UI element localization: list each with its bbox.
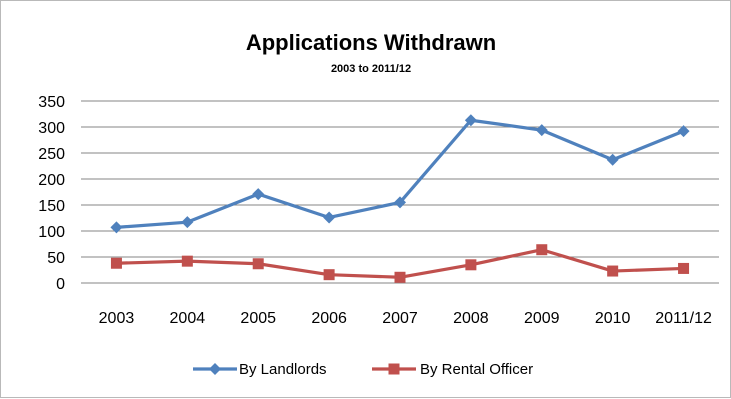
x-tick-label: 2005 <box>240 310 276 327</box>
chart-subtitle: 2003 to 2011/12 <box>331 63 411 75</box>
y-tick-label: 300 <box>38 120 65 137</box>
data-point <box>607 265 619 277</box>
data-point <box>323 269 335 281</box>
data-point <box>464 114 477 127</box>
gridlines <box>81 100 719 284</box>
data-point <box>678 262 690 274</box>
series-line <box>116 118 685 229</box>
data-point <box>535 124 548 137</box>
legend-item: By Rental Officer <box>372 361 533 378</box>
y-tick-label: 200 <box>38 172 65 189</box>
y-tick-label: 100 <box>38 224 65 241</box>
data-point <box>181 216 194 229</box>
y-tick-label: 0 <box>56 276 65 293</box>
y-tick-label: 150 <box>38 198 65 215</box>
axis-labels: 0 50 100 150 200 250 300 350 2003 2004 2005 2006 200… <box>38 94 712 327</box>
data-point <box>110 257 122 269</box>
data-point <box>606 153 619 166</box>
series-1 <box>110 114 690 234</box>
legend-item: By Landlords <box>193 361 327 378</box>
legend: By Landlords By Rental Officer <box>193 361 533 378</box>
legend-marker <box>209 363 221 375</box>
chart-title: Applications Withdrawn <box>246 30 496 55</box>
data-point <box>677 125 690 138</box>
data-point <box>536 244 548 256</box>
x-tick-label: 2008 <box>453 310 489 327</box>
x-tick-label: 2010 <box>595 310 631 327</box>
data-point <box>110 221 123 234</box>
x-tick-label: 2007 <box>382 310 418 327</box>
x-tick-label: 2011/12 <box>655 310 712 327</box>
series-lines <box>110 114 690 283</box>
legend-label: By Rental Officer <box>420 361 533 378</box>
legend-marker <box>388 363 400 375</box>
data-point <box>465 259 477 271</box>
legend-label: By Landlords <box>239 361 327 378</box>
data-point <box>323 211 336 224</box>
x-tick-label: 2004 <box>170 310 206 327</box>
x-tick-label: 2009 <box>524 310 560 327</box>
x-tick-label: 2003 <box>99 310 135 327</box>
series-2 <box>110 244 690 283</box>
data-point <box>181 255 193 267</box>
data-point <box>394 196 406 209</box>
y-tick-label: 250 <box>38 146 65 163</box>
x-tick-label: 2006 <box>311 310 347 327</box>
data-point <box>252 258 264 270</box>
y-tick-label: 350 <box>38 94 65 111</box>
data-point <box>394 271 406 283</box>
data-point <box>252 188 265 201</box>
y-tick-label: 50 <box>47 250 65 267</box>
